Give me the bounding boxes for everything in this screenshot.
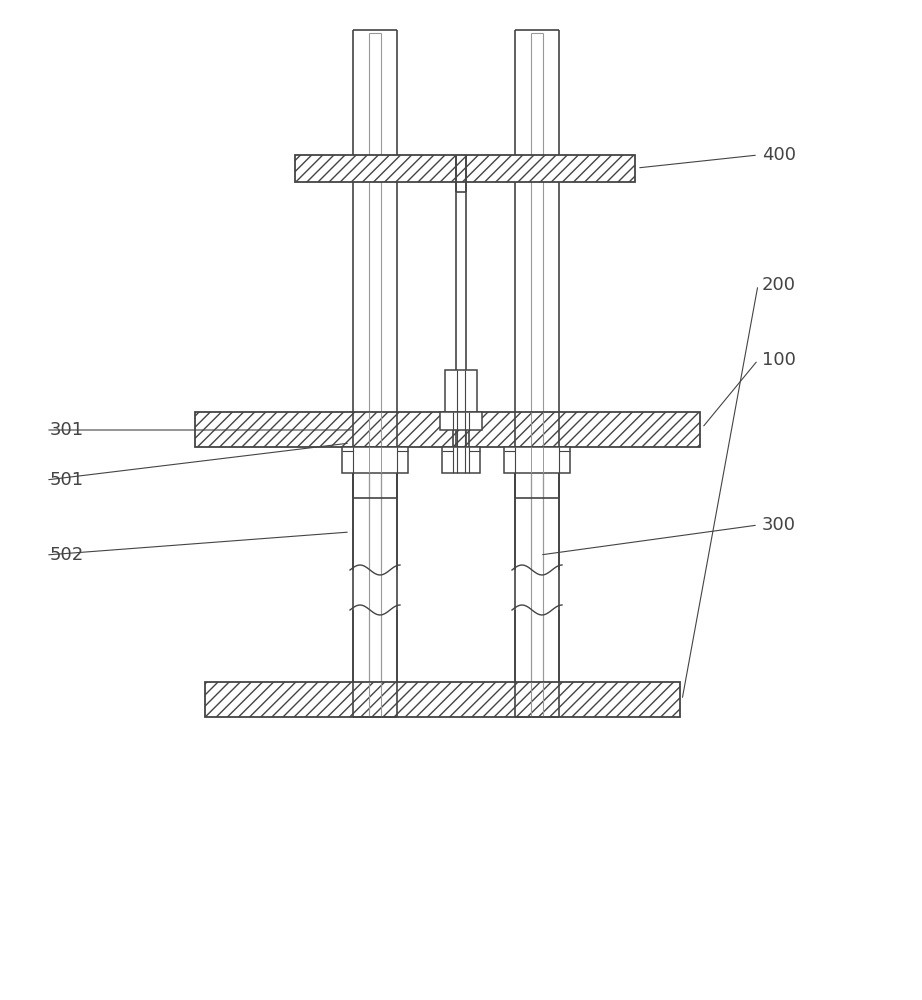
Text: 301: 301 bbox=[50, 421, 84, 439]
Bar bbox=[445, 370, 477, 412]
Text: 300: 300 bbox=[762, 516, 796, 534]
Text: 501: 501 bbox=[50, 471, 84, 489]
Bar bbox=[342, 447, 408, 473]
Bar bbox=[440, 412, 482, 430]
Bar bbox=[195, 412, 700, 447]
Text: 400: 400 bbox=[762, 146, 796, 164]
Text: 200: 200 bbox=[762, 276, 796, 294]
Bar bbox=[504, 447, 570, 473]
Bar bbox=[442, 447, 480, 473]
Text: 100: 100 bbox=[762, 351, 796, 369]
Bar bbox=[295, 155, 635, 182]
Bar bbox=[205, 682, 680, 717]
Text: 502: 502 bbox=[50, 546, 84, 564]
